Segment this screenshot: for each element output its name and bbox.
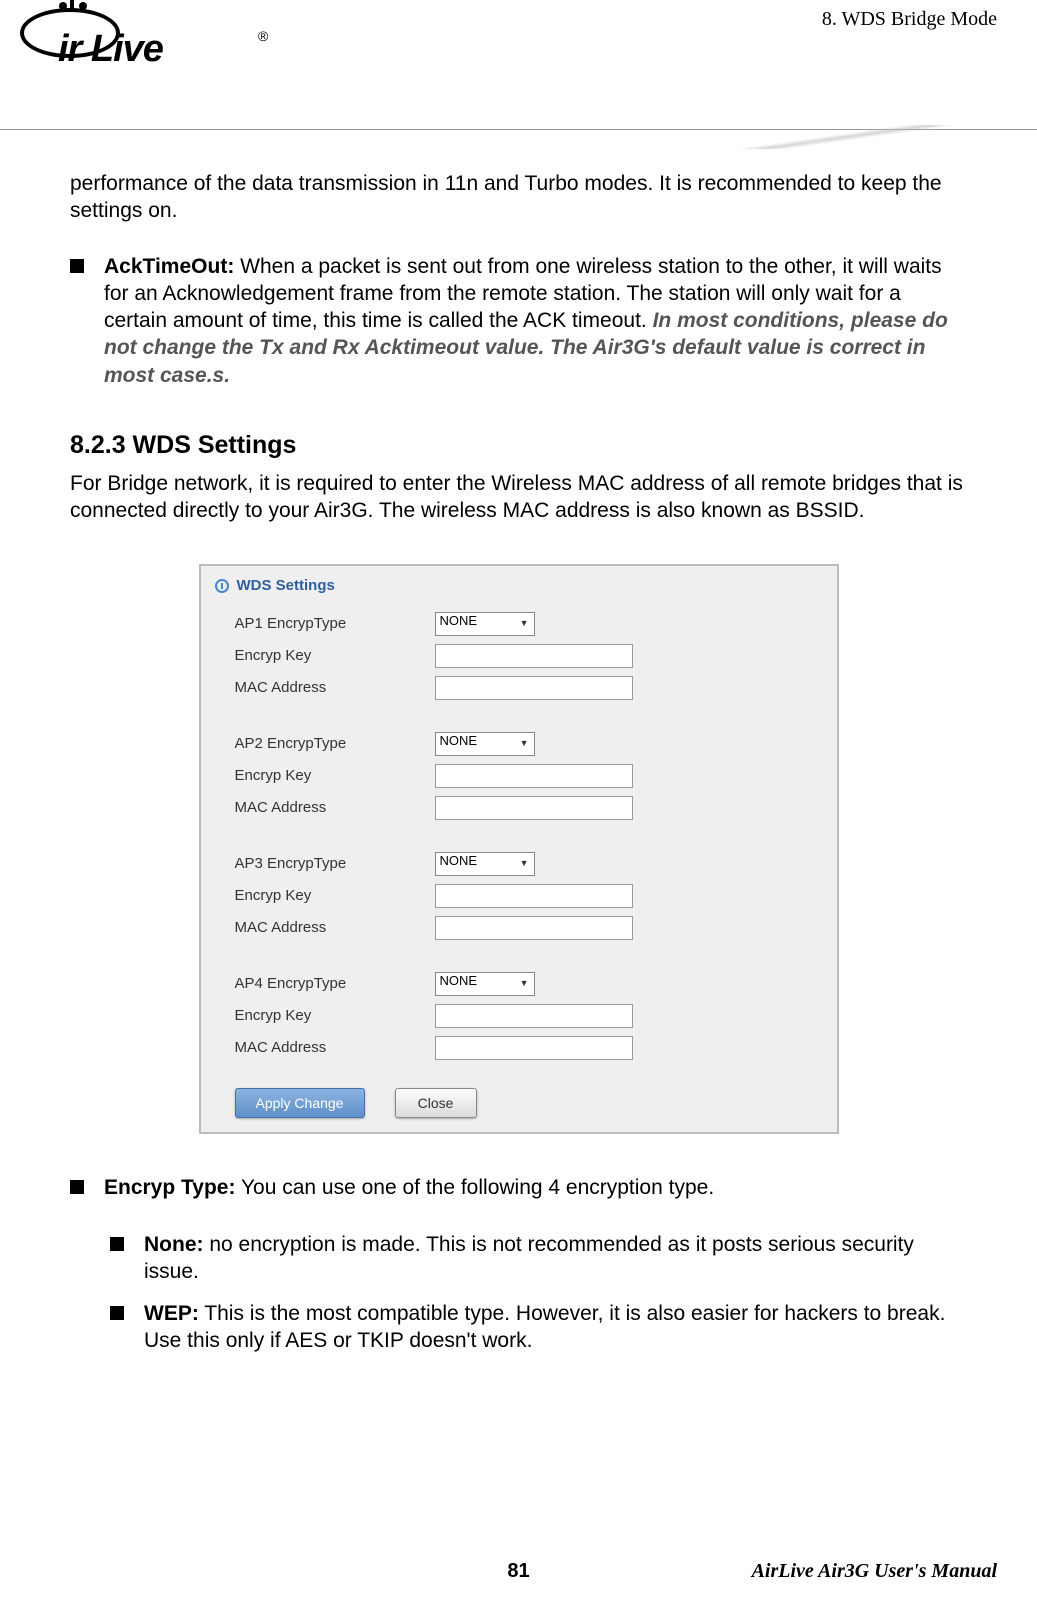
ap4-encryp-select[interactable]: NONE	[435, 972, 535, 996]
registered-mark: ®	[258, 28, 268, 44]
bullet-icon	[110, 1306, 124, 1320]
ap4-mac-input[interactable]	[435, 1036, 633, 1060]
ap2-mac-label: MAC Address	[235, 798, 435, 818]
encryp-none-bullet: None: no encryption is made. This is not…	[110, 1231, 967, 1286]
ap4-mac-label: MAC Address	[235, 1038, 435, 1058]
apply-change-button[interactable]: Apply Change	[235, 1088, 365, 1118]
panel-header: WDS Settings	[201, 570, 837, 608]
wds-settings-panel: WDS Settings AP1 EncrypTypeNONE Encryp K…	[199, 564, 839, 1134]
page-number: 81	[507, 1560, 529, 1583]
ap4-key-input[interactable]	[435, 1004, 633, 1028]
ap4-key-label: Encryp Key	[235, 1006, 435, 1026]
encryp-wep-bullet: WEP: This is the most compatible type. H…	[110, 1300, 967, 1355]
ap1-encryp-label: AP1 EncrypType	[235, 614, 435, 634]
panel-title: WDS Settings	[237, 576, 335, 596]
section-intro: For Bridge network, it is required to en…	[70, 470, 967, 525]
info-icon	[215, 579, 229, 593]
ap1-key-input[interactable]	[435, 644, 633, 668]
ap1-encryp-select[interactable]: NONE	[435, 612, 535, 636]
chapter-label: 8. WDS Bridge Mode	[822, 8, 997, 31]
ap2-encryp-label: AP2 EncrypType	[235, 734, 435, 754]
acktimeout-bullet: AckTimeOut: When a packet is sent out fr…	[70, 253, 967, 389]
ap3-encryp-select[interactable]: NONE	[435, 852, 535, 876]
ap3-group: AP3 EncrypTypeNONE Encryp Key MAC Addres…	[201, 848, 837, 968]
encryp-text: You can use one of the following 4 encry…	[235, 1176, 714, 1199]
encryp-type-bullet: Encryp Type: You can use one of the foll…	[70, 1174, 967, 1201]
ap3-key-input[interactable]	[435, 884, 633, 908]
bullet-icon	[70, 259, 84, 273]
ap3-encryp-label: AP3 EncrypType	[235, 854, 435, 874]
close-button[interactable]: Close	[395, 1088, 477, 1118]
encryp-label: Encryp Type:	[104, 1176, 235, 1199]
none-text: no encryption is made. This is not recom…	[144, 1233, 914, 1283]
ap1-mac-input[interactable]	[435, 676, 633, 700]
ap3-key-label: Encryp Key	[235, 886, 435, 906]
acktimeout-label: AckTimeOut:	[104, 255, 234, 278]
page-header: ir Live ® 8. WDS Bridge Mode	[0, 0, 1037, 130]
ap2-encryp-select[interactable]: NONE	[435, 732, 535, 756]
ap2-group: AP2 EncrypTypeNONE Encryp Key MAC Addres…	[201, 728, 837, 848]
ap2-mac-input[interactable]	[435, 796, 633, 820]
ap4-encryp-label: AP4 EncrypType	[235, 974, 435, 994]
ap3-mac-label: MAC Address	[235, 918, 435, 938]
none-label: None:	[144, 1233, 204, 1256]
page-footer: 81 AirLive Air3G User's Manual	[40, 1560, 997, 1583]
wep-text: This is the most compatible type. Howeve…	[144, 1302, 945, 1352]
header-divider	[657, 125, 1037, 149]
manual-title: AirLive Air3G User's Manual	[752, 1560, 997, 1583]
ap1-key-label: Encryp Key	[235, 646, 435, 666]
logo-text: ir Live	[58, 28, 163, 71]
intro-paragraph: performance of the data transmission in …	[70, 170, 967, 225]
bullet-icon	[110, 1237, 124, 1251]
ap4-group: AP4 EncrypTypeNONE Encryp Key MAC Addres…	[201, 968, 837, 1088]
ap1-mac-label: MAC Address	[235, 678, 435, 698]
ap3-mac-input[interactable]	[435, 916, 633, 940]
bullet-icon	[70, 1180, 84, 1194]
ap2-key-input[interactable]	[435, 764, 633, 788]
ap2-key-label: Encryp Key	[235, 766, 435, 786]
wep-label: WEP:	[144, 1302, 199, 1325]
section-title: 8.2.3 WDS Settings	[70, 429, 967, 462]
ap1-group: AP1 EncrypTypeNONE Encryp Key MAC Addres…	[201, 608, 837, 728]
